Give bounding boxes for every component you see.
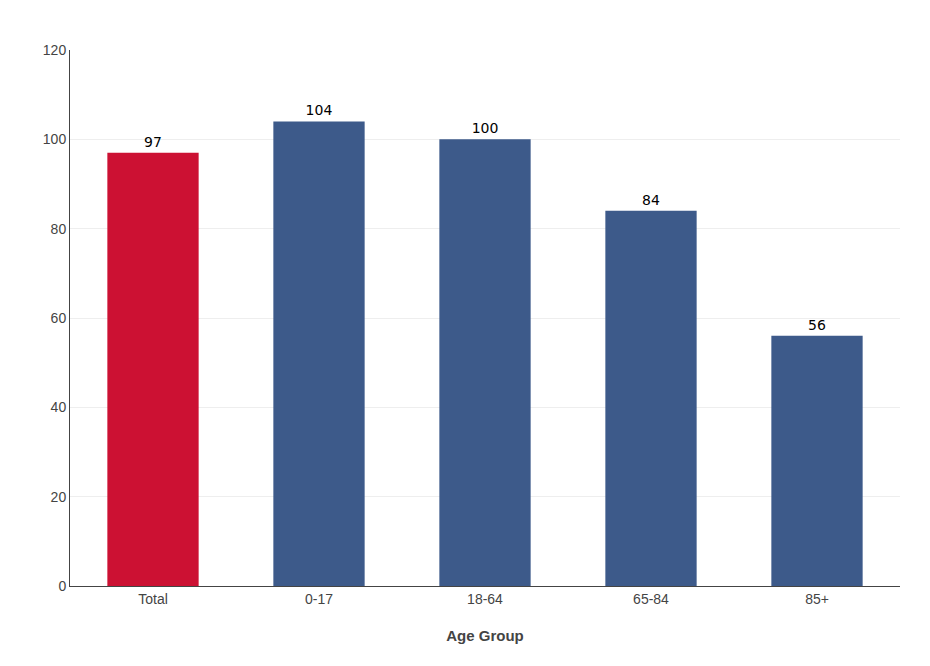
svg-text:85+: 85+ bbox=[805, 591, 829, 607]
svg-text:60: 60 bbox=[51, 310, 67, 326]
svg-text:97: 97 bbox=[144, 134, 162, 150]
svg-text:80: 80 bbox=[51, 221, 67, 237]
svg-text:100: 100 bbox=[43, 131, 67, 147]
svg-text:104: 104 bbox=[306, 102, 333, 118]
svg-text:Total: Total bbox=[138, 591, 168, 607]
svg-text:Age Group: Age Group bbox=[446, 627, 524, 644]
svg-text:18-64: 18-64 bbox=[467, 591, 503, 607]
svg-text:56: 56 bbox=[808, 317, 826, 333]
svg-text:0-17: 0-17 bbox=[305, 591, 333, 607]
svg-text:0: 0 bbox=[58, 578, 66, 594]
svg-text:84: 84 bbox=[642, 192, 660, 208]
svg-text:20: 20 bbox=[51, 489, 67, 505]
svg-text:120: 120 bbox=[43, 42, 67, 58]
svg-text:65-84: 65-84 bbox=[633, 591, 669, 607]
svg-text:40: 40 bbox=[51, 399, 67, 415]
svg-text:100: 100 bbox=[472, 120, 499, 136]
